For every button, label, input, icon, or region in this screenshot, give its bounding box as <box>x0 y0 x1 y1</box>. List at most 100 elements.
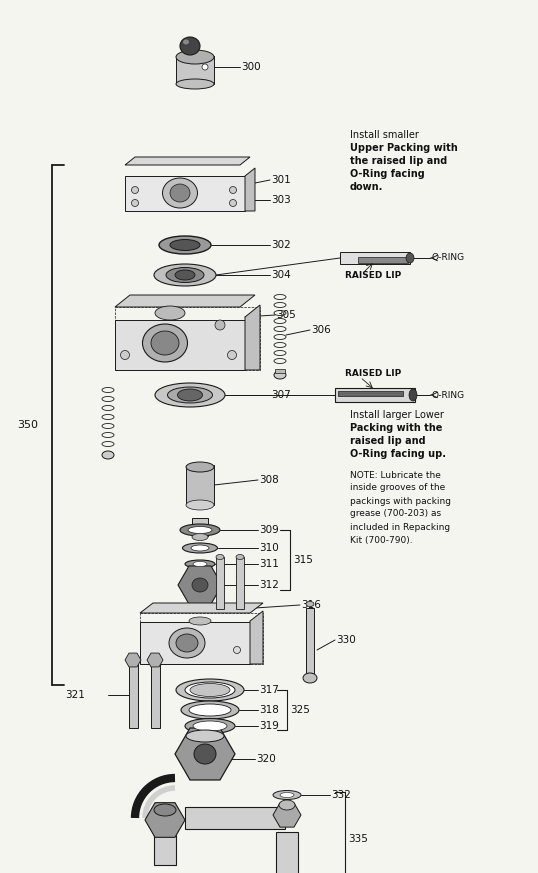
Ellipse shape <box>181 701 239 719</box>
Ellipse shape <box>279 800 295 810</box>
Ellipse shape <box>131 200 138 207</box>
Ellipse shape <box>162 178 197 208</box>
Text: 330: 330 <box>336 635 356 645</box>
Text: 315: 315 <box>293 555 313 565</box>
Ellipse shape <box>186 462 214 472</box>
Ellipse shape <box>189 704 231 716</box>
Ellipse shape <box>194 744 216 764</box>
Polygon shape <box>245 305 260 370</box>
Text: Install larger Lower: Install larger Lower <box>350 410 444 420</box>
Ellipse shape <box>175 270 195 280</box>
Ellipse shape <box>176 634 198 652</box>
Ellipse shape <box>409 389 417 401</box>
Ellipse shape <box>183 39 189 45</box>
Ellipse shape <box>185 718 235 733</box>
Bar <box>276 832 298 873</box>
Text: 300: 300 <box>241 62 260 72</box>
Text: 308: 308 <box>259 475 279 485</box>
Bar <box>335 388 415 402</box>
Ellipse shape <box>131 187 138 194</box>
Text: 320: 320 <box>256 754 276 764</box>
Bar <box>275 369 285 373</box>
Ellipse shape <box>216 554 224 560</box>
Ellipse shape <box>274 371 286 379</box>
Text: Upper Packing with: Upper Packing with <box>350 143 458 153</box>
Ellipse shape <box>228 350 237 360</box>
Ellipse shape <box>185 682 235 698</box>
Text: raised lip and: raised lip and <box>350 436 426 446</box>
Ellipse shape <box>191 545 209 551</box>
Text: 312: 312 <box>259 580 279 590</box>
Ellipse shape <box>188 526 212 533</box>
Ellipse shape <box>154 264 216 286</box>
Bar <box>216 557 224 609</box>
Text: RAISED LIP: RAISED LIP <box>345 272 401 280</box>
Bar <box>125 175 245 210</box>
Text: 306: 306 <box>311 325 331 335</box>
Text: 350: 350 <box>18 420 39 430</box>
Ellipse shape <box>185 560 215 568</box>
Text: inside grooves of the: inside grooves of the <box>350 484 445 492</box>
Text: 304: 304 <box>271 270 291 280</box>
Text: 321: 321 <box>65 690 85 700</box>
Ellipse shape <box>159 236 211 254</box>
Ellipse shape <box>155 306 185 320</box>
Bar <box>140 622 250 664</box>
Text: 307: 307 <box>271 390 291 400</box>
Bar <box>340 252 410 264</box>
Ellipse shape <box>155 383 225 407</box>
Bar <box>154 835 176 865</box>
Text: O-Ring facing up.: O-Ring facing up. <box>350 449 446 459</box>
Text: 303: 303 <box>271 195 291 205</box>
Text: RAISED LIP: RAISED LIP <box>345 368 401 377</box>
Bar <box>306 608 314 672</box>
Bar <box>185 807 285 829</box>
Ellipse shape <box>192 578 208 592</box>
Ellipse shape <box>180 37 200 55</box>
Text: down.: down. <box>350 182 384 192</box>
Text: NOTE: Lubricate the: NOTE: Lubricate the <box>350 471 441 479</box>
Polygon shape <box>245 168 255 211</box>
Ellipse shape <box>169 628 205 658</box>
Polygon shape <box>115 295 255 307</box>
Text: O-RING: O-RING <box>432 390 465 400</box>
Ellipse shape <box>306 601 314 607</box>
Ellipse shape <box>170 239 200 251</box>
Polygon shape <box>250 611 263 664</box>
Text: O-RING: O-RING <box>432 253 465 263</box>
Ellipse shape <box>151 331 179 355</box>
Bar <box>337 390 402 395</box>
Text: 335: 335 <box>348 834 368 843</box>
Ellipse shape <box>176 50 214 64</box>
Ellipse shape <box>176 79 214 89</box>
Text: the raised lip and: the raised lip and <box>350 156 447 166</box>
Ellipse shape <box>166 267 204 283</box>
Text: 318: 318 <box>259 705 279 715</box>
Bar <box>192 518 208 536</box>
Ellipse shape <box>230 200 237 207</box>
Text: 325: 325 <box>290 705 310 715</box>
Text: 332: 332 <box>331 790 351 800</box>
Bar <box>129 663 138 727</box>
Text: Packing with the: Packing with the <box>350 423 442 433</box>
Text: 305: 305 <box>276 310 296 320</box>
Text: 309: 309 <box>259 525 279 535</box>
Text: 311: 311 <box>259 559 279 569</box>
Text: 331: 331 <box>281 810 301 820</box>
Ellipse shape <box>192 533 208 540</box>
Ellipse shape <box>303 673 317 683</box>
Ellipse shape <box>193 561 207 567</box>
Ellipse shape <box>233 647 240 654</box>
Polygon shape <box>125 157 250 165</box>
Ellipse shape <box>280 793 294 798</box>
Text: 310: 310 <box>259 543 279 553</box>
Text: Kit (700-790).: Kit (700-790). <box>350 535 413 545</box>
Bar <box>151 663 159 727</box>
Text: 319: 319 <box>259 721 279 731</box>
Bar <box>186 465 214 505</box>
Bar <box>358 257 408 263</box>
Ellipse shape <box>186 500 214 510</box>
Text: O-Ring facing: O-Ring facing <box>350 169 424 179</box>
Text: 317: 317 <box>259 685 279 695</box>
Ellipse shape <box>186 730 224 742</box>
